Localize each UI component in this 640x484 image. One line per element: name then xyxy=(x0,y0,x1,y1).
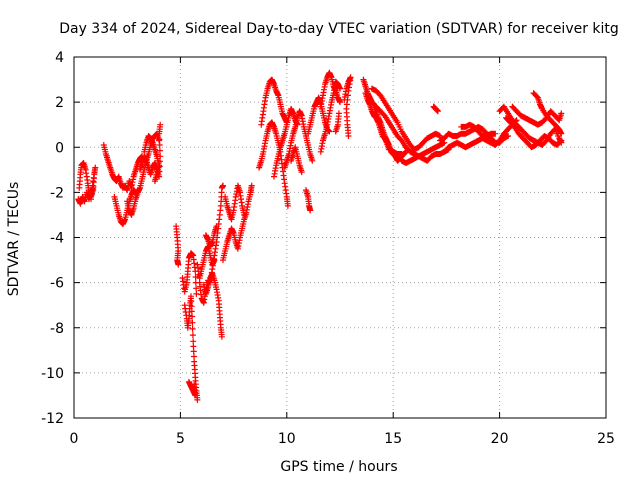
data-marks xyxy=(75,69,565,403)
plus-marker-group xyxy=(496,103,565,148)
plus-marker-group xyxy=(179,250,200,297)
plus-marker-group xyxy=(441,117,520,155)
chart-title: Day 334 of 2024, Sidereal Day-to-day VTE… xyxy=(59,21,619,37)
series-track xyxy=(75,184,97,207)
y-tick-label: -8 xyxy=(50,321,64,337)
plus-marker-group xyxy=(173,223,182,268)
y-tick-label: 0 xyxy=(55,140,64,156)
series-track xyxy=(341,74,354,139)
plus-marker-group xyxy=(181,293,201,403)
series-track xyxy=(196,182,226,306)
x-tick-label: 5 xyxy=(176,431,185,447)
series-track xyxy=(137,121,164,180)
series-track xyxy=(202,223,220,250)
plus-marker-group xyxy=(317,78,343,155)
y-tick-label: -12 xyxy=(41,411,64,427)
x-tick-label: 10 xyxy=(278,431,296,447)
axis-ticks xyxy=(73,56,607,419)
plus-marker-group xyxy=(530,90,565,137)
plus-marker-group xyxy=(503,114,565,151)
series-track xyxy=(100,142,146,194)
x-tick-label: 20 xyxy=(491,431,509,447)
y-tick-label: -6 xyxy=(50,276,64,292)
plus-marker-group xyxy=(341,74,354,139)
series-track xyxy=(317,78,343,155)
series-track xyxy=(373,103,448,160)
series-track xyxy=(530,90,565,137)
y-tick-label: 2 xyxy=(55,95,64,111)
plus-marker-group xyxy=(185,378,199,399)
plus-marker-group xyxy=(100,142,146,194)
plus-marker-group xyxy=(368,85,443,153)
series-track xyxy=(503,114,565,151)
series-track xyxy=(173,223,182,268)
plus-marker-group xyxy=(222,182,248,223)
x-tick-label: 0 xyxy=(70,431,79,447)
plus-marker-group xyxy=(430,103,441,115)
x-tick-label: 15 xyxy=(384,431,402,447)
series-track xyxy=(430,103,441,115)
series-track xyxy=(281,108,316,171)
y-tick-labels: -12 -10 -8 -6 -4 -2 0 2 4 xyxy=(41,50,64,427)
plus-marker-group xyxy=(362,90,405,157)
y-tick-label: -2 xyxy=(50,185,64,201)
plus-marker-group xyxy=(303,187,314,214)
plus-marker-group xyxy=(258,76,290,128)
series-track xyxy=(185,378,199,399)
series-track xyxy=(181,293,201,403)
plus-marker-group xyxy=(281,108,316,171)
y-tick-label: -4 xyxy=(50,231,64,247)
series-track xyxy=(368,85,443,153)
x-tick-label: 25 xyxy=(597,431,615,447)
plus-marker-group xyxy=(332,110,342,135)
x-tick-labels: 0 5 10 15 20 25 xyxy=(70,431,615,447)
series-track xyxy=(458,121,499,139)
series-track xyxy=(496,103,565,148)
x-axis-label: GPS time / hours xyxy=(280,459,397,475)
plus-marker-group xyxy=(288,144,305,176)
plus-marker-group xyxy=(137,121,164,180)
y-tick-label: -10 xyxy=(41,366,64,382)
y-tick-label: 4 xyxy=(55,50,64,66)
plus-marker-group xyxy=(458,121,499,139)
series-track xyxy=(362,90,405,157)
series-track xyxy=(288,144,305,176)
series-track xyxy=(222,182,248,223)
series-track xyxy=(258,76,290,128)
series-track xyxy=(332,110,342,135)
plus-marker-group xyxy=(75,184,97,207)
series-track xyxy=(303,187,314,214)
series-track xyxy=(441,117,520,155)
series-track xyxy=(179,250,200,297)
plus-marker-group xyxy=(373,103,448,160)
plus-marker-group xyxy=(202,223,220,250)
plus-marker-group xyxy=(196,182,226,306)
y-axis-label: SDTVAR / TECUs xyxy=(6,182,22,297)
